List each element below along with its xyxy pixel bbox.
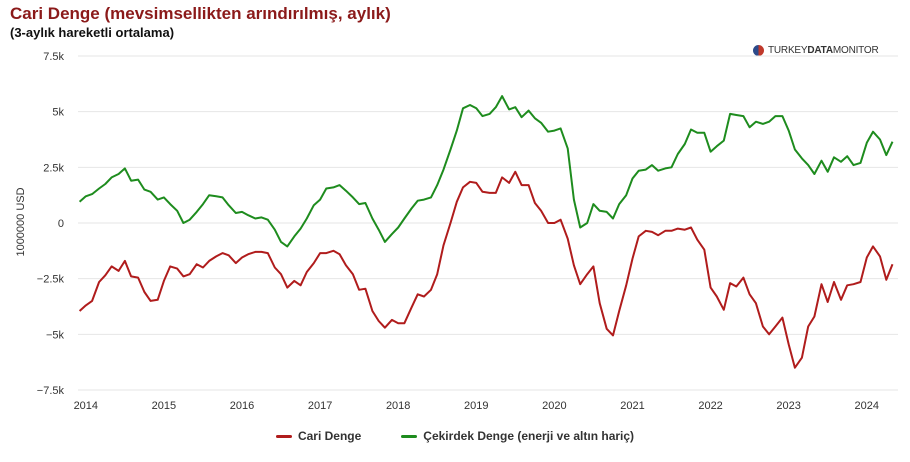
y-tick-label: 2.5k (43, 162, 64, 174)
y-axis-ticks: −7.5k −5k −2.5k 0 2.5k 5k 7.5k (37, 51, 65, 397)
legend-swatch-cari-denge (275, 434, 292, 438)
x-tick-label: 2019 (464, 400, 488, 412)
chart-subtitle: (3-aylık hareketli ortalama) (10, 25, 175, 40)
y-tick-label: 7.5k (43, 51, 64, 63)
y-axis-title: 1000000 USD (15, 187, 27, 256)
series-line-cari-denge (78, 170, 894, 369)
x-tick-label: 2024 (855, 400, 879, 412)
x-tick-label: 2018 (386, 400, 410, 412)
series-lines (78, 95, 894, 369)
x-tick-label: 2016 (230, 400, 254, 412)
x-tick-label: 2020 (542, 400, 566, 412)
x-tick-label: 2014 (74, 400, 98, 412)
y-tick-label: −2.5k (37, 274, 65, 286)
legend-item-cekirdek-denge[interactable]: Çekirdek Denge (enerji ve altın hariç) (401, 429, 634, 443)
legend: Cari Denge Çekirdek Denge (enerji ve alt… (0, 429, 910, 443)
legend-swatch-cekirdek-denge (401, 434, 418, 438)
chart-title: Cari Denge (mevsimsellikten arındırılmış… (10, 4, 391, 23)
brand-logo-icon (753, 45, 764, 56)
y-tick-label: 5k (52, 107, 64, 119)
x-tick-label: 2015 (152, 400, 176, 412)
legend-label-cari-denge: Cari Denge (297, 429, 362, 443)
brand-suffix: MONITOR (832, 45, 879, 56)
brand-logo: TURKEYDATAMONITOR (753, 45, 879, 56)
y-tick-label: 0 (58, 218, 64, 230)
x-tick-label: 2023 (776, 400, 800, 412)
y-tick-label: −7.5k (37, 385, 65, 397)
brand-name: TURKEYDATAMONITOR (768, 45, 879, 56)
brand-mid: DATA (807, 45, 833, 56)
gridlines (78, 55, 898, 391)
x-tick-label: 2021 (620, 400, 644, 412)
x-axis-ticks: 2014 2015 2016 2017 2018 2019 2020 2021 2022 2023… (74, 400, 879, 412)
legend-item-cari-denge[interactable]: Cari Denge (275, 429, 362, 443)
series-line-cekirdek-denge (78, 95, 894, 248)
brand-prefix: TURKEY (768, 45, 808, 56)
x-tick-label: 2017 (308, 400, 332, 412)
x-tick-label: 2022 (698, 400, 722, 412)
y-tick-label: −5k (46, 329, 65, 341)
legend-label-cekirdek-denge: Çekirdek Denge (enerji ve altın hariç) (423, 429, 635, 443)
